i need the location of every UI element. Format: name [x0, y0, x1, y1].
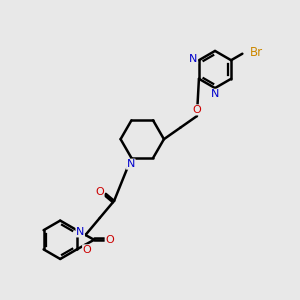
Text: N: N — [127, 159, 135, 169]
Text: O: O — [95, 187, 104, 197]
Text: O: O — [82, 245, 91, 255]
Text: Br: Br — [250, 46, 263, 59]
Text: O: O — [105, 235, 114, 245]
Text: N: N — [189, 54, 197, 64]
Text: O: O — [193, 105, 201, 115]
Text: N: N — [211, 89, 219, 99]
Text: N: N — [76, 227, 84, 237]
